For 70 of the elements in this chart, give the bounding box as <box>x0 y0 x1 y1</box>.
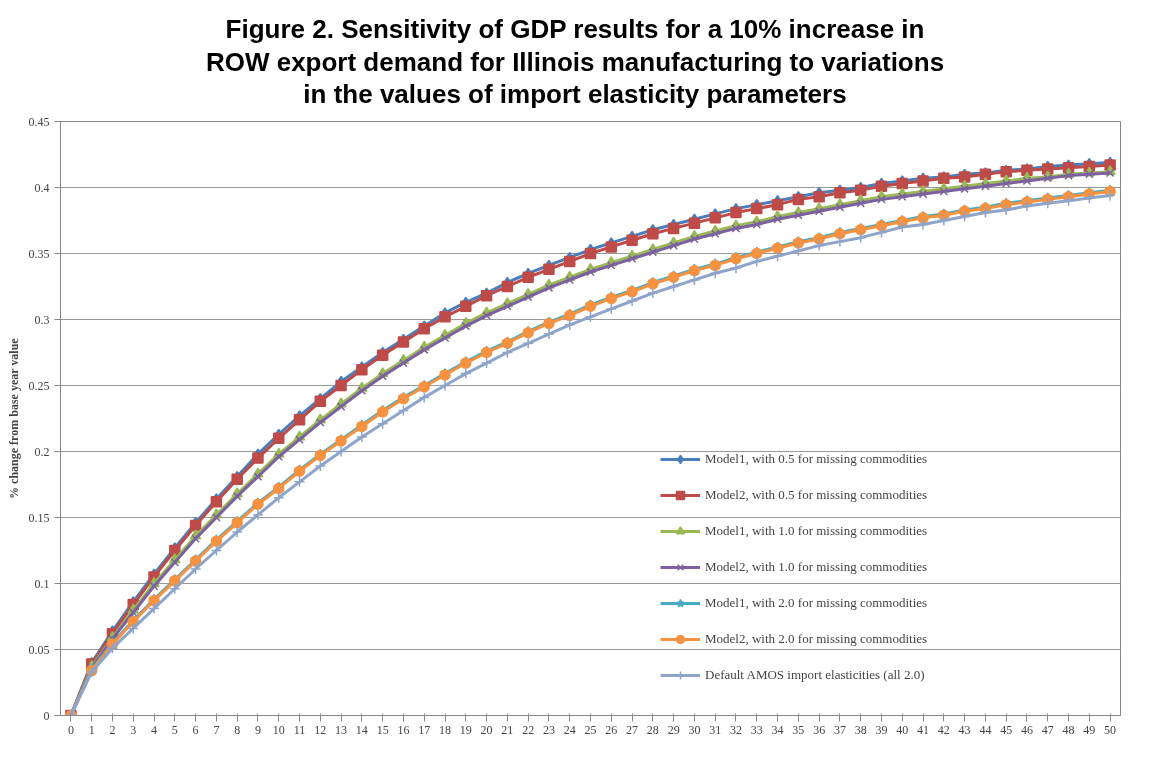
x-tick-label: 15 <box>376 722 389 736</box>
x-tick-label: 43 <box>958 722 971 736</box>
x-tick-label: 10 <box>272 722 285 736</box>
x-tick-label: 11 <box>293 722 306 736</box>
x-tick-label: 28 <box>646 722 659 736</box>
x-tick-label: 39 <box>875 722 888 736</box>
y-tick-label: 0.3 <box>34 312 50 326</box>
x-tick-label: 3 <box>130 722 137 736</box>
x-tick-label: 30 <box>688 722 701 736</box>
x-tick-label: 35 <box>792 722 805 736</box>
x-tick-label: 17 <box>418 722 431 736</box>
legend-label: Default AMOS import elasticities (all 2.0) <box>705 666 925 683</box>
x-tick-label: 44 <box>979 722 992 736</box>
x-tick-label: 19 <box>459 722 472 736</box>
legend-label: Model1, with 2.0 for missing commodities <box>705 594 928 611</box>
y-axis-title: % change from base year value <box>6 337 21 499</box>
x-tick-label: 24 <box>563 722 576 736</box>
x-tick-label: 4 <box>151 722 158 736</box>
x-tick-label: 46 <box>1020 722 1033 736</box>
x-tick-label: 18 <box>439 722 452 736</box>
legend-label: Model2, with 2.0 for missing commodities <box>705 630 928 647</box>
x-tick-label: 22 <box>522 722 535 736</box>
y-tick-label: 0.25 <box>28 378 50 392</box>
x-tick-label: 21 <box>501 722 514 736</box>
x-tick-label: 23 <box>542 722 555 736</box>
x-tick-label: 7 <box>213 722 220 736</box>
x-tick-label: 13 <box>335 722 348 736</box>
y-tick-label: 0.35 <box>28 246 50 260</box>
y-tick-label: 0.4 <box>34 180 50 194</box>
x-tick-label: 16 <box>397 722 410 736</box>
legend-label: Model1, with 1.0 for missing commodities <box>705 522 928 539</box>
x-tick-label: 40 <box>896 722 909 736</box>
x-tick-label: 20 <box>480 722 493 736</box>
legend-label: Model1, with 0.5 for missing commodities <box>705 450 928 467</box>
x-tick-label: 33 <box>750 722 763 736</box>
y-tick-label: 0.2 <box>34 444 50 458</box>
y-tick-label: 0.1 <box>34 576 50 590</box>
chart-title: Figure 2. Sensitivity of GDP results for a 10% increase in ROW export demand for Illinois manufacturing to variations in the values of import elasticity parameters <box>205 13 945 111</box>
x-tick-label: 38 <box>854 722 867 736</box>
x-tick-label: 12 <box>314 722 327 736</box>
x-tick-label: 41 <box>917 722 930 736</box>
x-tick-label: 29 <box>667 722 680 736</box>
x-tick-label: 6 <box>192 722 199 736</box>
y-tick-label: 0 <box>43 708 50 722</box>
x-tick-label: 31 <box>709 722 722 736</box>
x-tick-label: 1 <box>88 722 95 736</box>
x-tick-label: 37 <box>833 722 846 736</box>
x-tick-label: 47 <box>1041 722 1054 736</box>
x-tick-label: 0 <box>67 722 74 736</box>
x-tick-label: 42 <box>937 722 950 736</box>
x-tick-label: 26 <box>605 722 618 736</box>
x-tick-label: 34 <box>771 722 784 736</box>
legend-label: Model2, with 1.0 for missing commodities <box>705 558 928 575</box>
x-tick-label: 5 <box>171 722 178 736</box>
x-tick-label: 49 <box>1083 722 1096 736</box>
x-tick-label: 48 <box>1062 722 1075 736</box>
y-tick-label: 0.45 <box>28 114 50 128</box>
x-tick-label: 27 <box>626 722 639 736</box>
x-tick-label: 14 <box>355 722 368 736</box>
x-tick-label: 32 <box>729 722 742 736</box>
y-tick-label: 0.15 <box>28 510 50 524</box>
x-tick-label: 25 <box>584 722 597 736</box>
x-tick-label: 36 <box>813 722 826 736</box>
x-tick-label: 45 <box>1000 722 1013 736</box>
x-tick-label: 9 <box>254 722 261 736</box>
legend-label: Model2, with 0.5 for missing commodities <box>705 486 928 503</box>
x-tick-label: 50 <box>1104 722 1117 736</box>
x-tick-label: 2 <box>109 722 116 736</box>
x-tick-label: 8 <box>234 722 241 736</box>
y-tick-label: 0.05 <box>28 642 50 656</box>
